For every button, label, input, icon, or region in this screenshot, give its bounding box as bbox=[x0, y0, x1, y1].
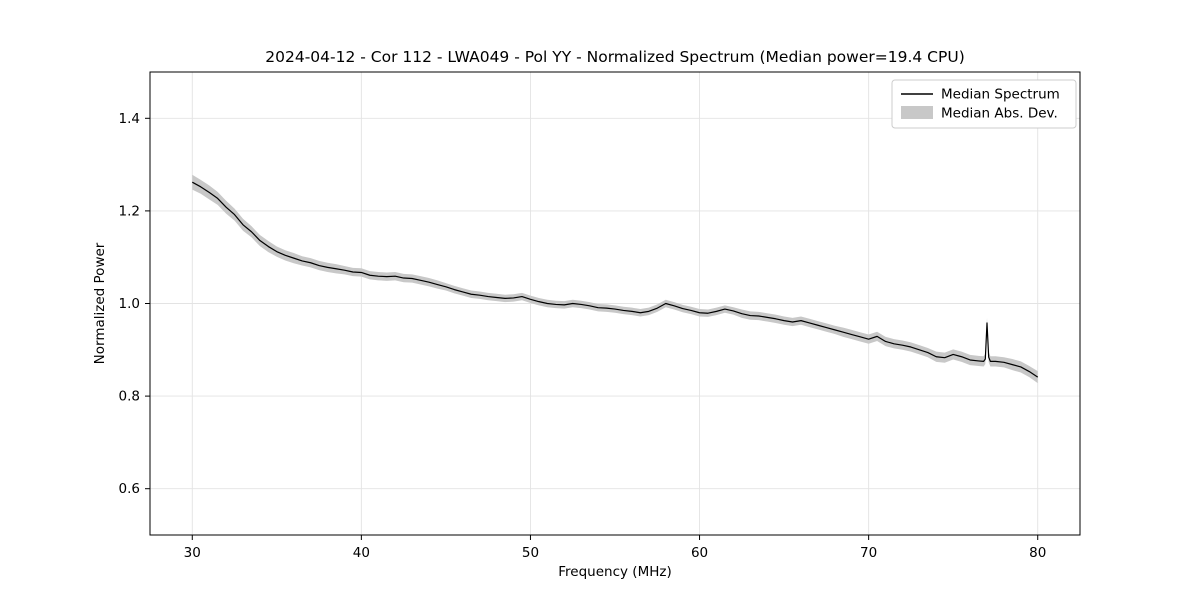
legend-patch-sample bbox=[901, 106, 933, 119]
legend: Median Spectrum Median Abs. Dev. bbox=[891, 79, 1077, 129]
x-tick-label: 80 bbox=[1029, 545, 1046, 561]
x-tick-label: 40 bbox=[353, 545, 370, 561]
x-axis-label: Frequency (MHz) bbox=[558, 564, 671, 580]
x-tick-label: 70 bbox=[860, 545, 877, 561]
legend-box bbox=[891, 79, 1077, 129]
legend-label-median-spectrum: Median Spectrum bbox=[941, 87, 1060, 103]
y-tick-label: 0.6 bbox=[119, 481, 140, 497]
legend-label-median-abs-dev: Median Abs. Dev. bbox=[941, 106, 1058, 122]
y-tick-label: 1.4 bbox=[119, 111, 140, 127]
chart-title: 2024-04-12 - Cor 112 - LWA049 - Pol YY -… bbox=[265, 48, 965, 66]
median-line-layer bbox=[191, 181, 1039, 378]
grid-layer bbox=[150, 72, 1080, 535]
x-tick-label: 30 bbox=[184, 545, 201, 561]
y-axis-label: Normalized Power bbox=[92, 242, 108, 364]
mad-band bbox=[192, 174, 1038, 384]
y-tick-label: 1.2 bbox=[119, 203, 140, 219]
mad-band-layer bbox=[192, 174, 1038, 384]
x-tick-label: 60 bbox=[691, 545, 708, 561]
median-spectrum-line bbox=[191, 181, 1039, 378]
y-tick-label: 0.8 bbox=[119, 389, 140, 405]
y-tick-label: 1.0 bbox=[119, 296, 140, 312]
x-tick-label: 50 bbox=[522, 545, 539, 561]
tick-layer: 30 40 50 60 70 80 0.6 0.8 1.0 1.2 1.4 bbox=[119, 111, 1047, 561]
